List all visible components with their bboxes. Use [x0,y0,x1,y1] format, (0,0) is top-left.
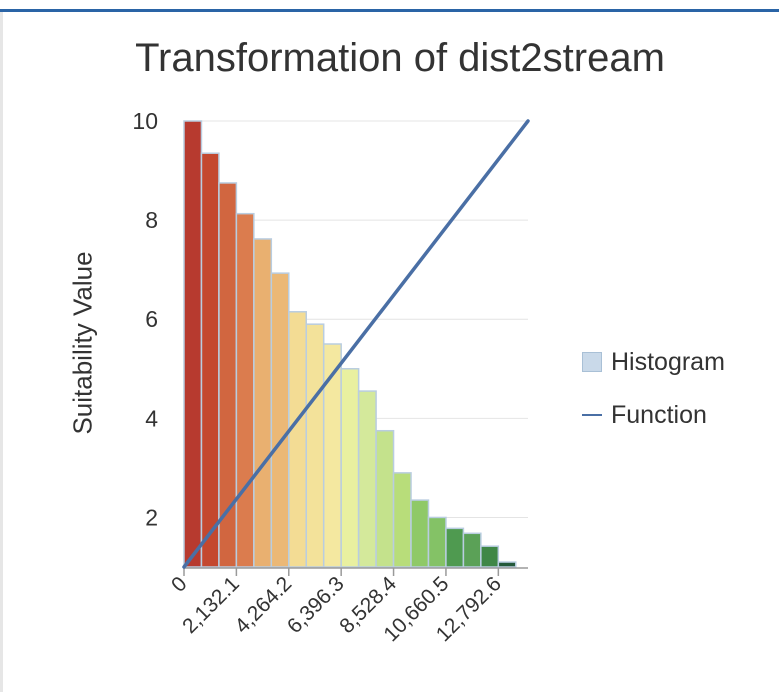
histogram-bar-12 [392,472,412,568]
histogram-bar-1 [200,152,220,568]
histogram-bar-6 [288,311,307,568]
window-top-accent-bar [0,0,779,12]
y-axis-ticks: 2 4 6 8 10 [132,108,158,530]
histogram-bar-13 [410,499,430,568]
histogram-bar-15 [445,527,465,568]
chart-axes [183,567,528,576]
legend-label-function: Function [611,400,707,429]
legend-item-function[interactable]: Function [582,400,725,430]
histogram-bar-9 [340,368,360,568]
x-tick-label-2: 4,264.2 [230,572,296,638]
histogram-bar-11 [375,429,395,568]
histogram-bar-0 [183,120,203,568]
histogram-bars [183,120,517,568]
y-tick-label-2: 6 [145,306,158,332]
histogram-bar-18 [497,561,517,568]
x-axis-ticks: 02,132.14,264.26,396.38,528.410,660.512,… [167,572,506,646]
histogram-bar-14 [427,516,447,568]
histogram-bar-16 [462,532,482,568]
histogram-swatch-icon [582,352,602,372]
histogram-bar-7 [305,323,325,568]
histogram-bar-3 [235,212,255,568]
y-tick-label-4: 10 [132,108,158,134]
x-tick-label-0: 0 [167,572,192,597]
function-line-group [182,119,530,569]
histogram-bar-4 [253,238,273,568]
function-line [182,119,530,569]
legend-item-histogram[interactable]: Histogram [582,347,725,377]
chart-title: Transformation of dist2stream [135,36,665,80]
x-tick-label-1: 2,132.1 [178,572,244,638]
y-tick-label-3: 8 [145,207,158,233]
function-line-icon [582,414,602,416]
y-tick-label-0: 2 [145,504,158,530]
histogram-bar-5 [270,272,290,568]
x-tick-label-3: 6,396.3 [283,572,349,638]
histogram-bar-17 [480,545,500,568]
histogram-bar-8 [322,343,342,568]
legend-label-histogram: Histogram [611,347,725,376]
chart-legend: Histogram Function [582,347,725,453]
panel-left-edge [0,12,3,692]
histogram-bar-10 [357,390,377,568]
y-tick-label-1: 4 [145,405,158,431]
